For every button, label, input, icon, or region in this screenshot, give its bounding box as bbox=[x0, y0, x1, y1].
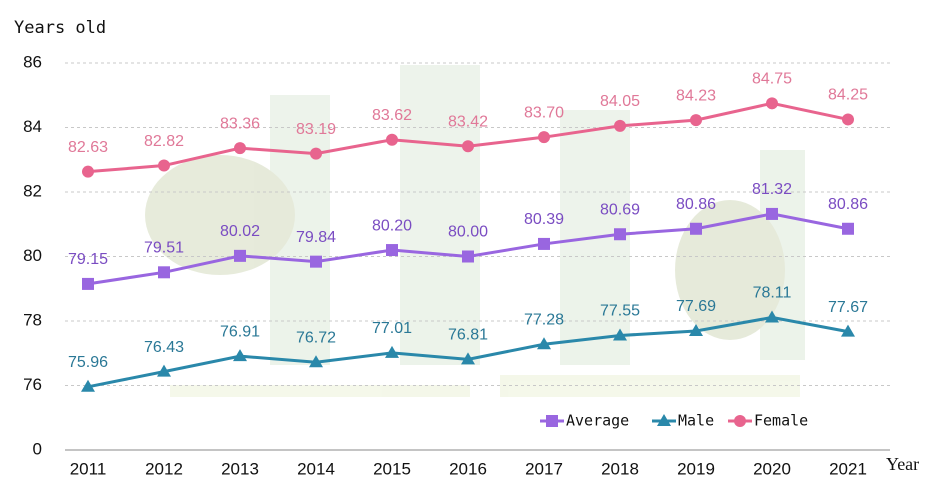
x-tick-label: 2016 bbox=[449, 459, 487, 478]
data-point bbox=[157, 364, 171, 377]
data-label: 76.91 bbox=[220, 323, 260, 340]
data-label: 84.25 bbox=[828, 87, 868, 104]
x-tick-label: 2011 bbox=[70, 459, 107, 478]
data-label: 77.28 bbox=[524, 311, 564, 328]
data-label: 80.86 bbox=[676, 196, 716, 213]
data-label: 77.55 bbox=[600, 303, 640, 320]
data-label: 80.20 bbox=[372, 217, 412, 234]
data-label: 77.69 bbox=[676, 298, 716, 315]
x-tick-label: 2017 bbox=[525, 459, 563, 478]
data-point bbox=[613, 328, 627, 341]
x-tick-label: 2018 bbox=[601, 459, 639, 478]
data-label: 77.01 bbox=[372, 320, 412, 337]
y-axis-label: Years old bbox=[14, 18, 106, 38]
y-tick-label: 80 bbox=[23, 246, 42, 265]
legend-label: Average bbox=[566, 412, 629, 430]
data-point bbox=[842, 113, 854, 126]
data-label: 84.05 bbox=[600, 93, 640, 110]
y-tick-label: 82 bbox=[23, 181, 42, 200]
data-point bbox=[766, 97, 778, 110]
y-tick-label: 78 bbox=[23, 310, 42, 329]
data-label: 80.69 bbox=[600, 201, 640, 218]
data-point bbox=[234, 249, 246, 262]
legend-label: Male bbox=[678, 412, 714, 430]
data-point bbox=[690, 222, 702, 235]
data-label: 83.36 bbox=[220, 115, 260, 132]
data-point bbox=[690, 114, 702, 127]
data-point bbox=[841, 324, 855, 337]
data-point bbox=[82, 165, 94, 178]
data-label: 75.96 bbox=[68, 354, 108, 371]
data-label: 83.62 bbox=[372, 107, 412, 124]
data-point bbox=[158, 159, 170, 172]
data-point bbox=[309, 355, 323, 368]
data-point bbox=[842, 222, 854, 235]
y-tick-label: 86 bbox=[23, 52, 42, 71]
data-label: 78.11 bbox=[753, 285, 792, 302]
legend-label: Female bbox=[754, 412, 808, 430]
y-tick-label: 84 bbox=[23, 117, 42, 136]
data-label: 81.32 bbox=[752, 181, 792, 198]
data-point bbox=[310, 255, 322, 268]
x-tick-label: 2014 bbox=[297, 459, 335, 478]
data-label: 77.67 bbox=[828, 299, 868, 316]
x-tick-label: 2015 bbox=[373, 459, 411, 478]
data-label: 79.51 bbox=[144, 240, 184, 257]
data-label: 76.72 bbox=[296, 329, 336, 346]
x-tick-label: 2019 bbox=[677, 459, 715, 478]
data-point bbox=[462, 250, 474, 263]
data-point bbox=[461, 352, 475, 365]
data-label: 80.00 bbox=[448, 224, 488, 241]
data-point bbox=[537, 337, 551, 350]
legend-marker bbox=[734, 415, 746, 427]
data-point bbox=[614, 228, 626, 241]
data-label: 84.75 bbox=[752, 71, 792, 88]
data-label: 80.39 bbox=[524, 211, 564, 228]
data-label: 84.23 bbox=[676, 87, 716, 104]
legend-marker bbox=[657, 414, 671, 426]
data-label: 80.86 bbox=[828, 196, 868, 213]
data-point bbox=[158, 266, 170, 279]
data-point bbox=[234, 142, 246, 155]
data-point bbox=[765, 310, 779, 323]
data-point bbox=[82, 277, 94, 290]
data-label: 83.19 bbox=[296, 121, 336, 138]
data-point bbox=[614, 119, 626, 132]
data-label: 83.42 bbox=[448, 113, 488, 130]
data-label: 79.84 bbox=[296, 229, 336, 246]
data-point bbox=[386, 244, 398, 257]
data-point bbox=[310, 147, 322, 160]
data-point bbox=[385, 345, 399, 358]
x-tick-label: 2012 bbox=[145, 459, 183, 478]
data-point bbox=[233, 349, 247, 362]
data-label: 79.15 bbox=[68, 251, 108, 268]
x-tick-label: 2020 bbox=[753, 459, 791, 478]
background-illustration bbox=[145, 65, 805, 397]
data-label: 76.43 bbox=[144, 339, 184, 356]
y-tick-label: 76 bbox=[23, 375, 42, 394]
x-tick-label: 2013 bbox=[221, 459, 259, 478]
y-tick-label: 0 bbox=[33, 439, 42, 458]
data-point bbox=[689, 323, 703, 336]
x-axis-label: Year bbox=[886, 454, 919, 474]
data-point bbox=[538, 131, 550, 144]
data-point bbox=[538, 237, 550, 250]
data-point bbox=[386, 133, 398, 146]
x-tick-label: 2021 bbox=[829, 459, 867, 478]
data-label: 82.63 bbox=[68, 139, 108, 156]
data-label: 83.70 bbox=[524, 104, 564, 121]
data-label: 76.81 bbox=[448, 327, 488, 344]
data-label: 80.02 bbox=[220, 223, 260, 240]
data-point bbox=[81, 379, 95, 392]
data-point bbox=[462, 140, 474, 153]
data-point bbox=[766, 207, 778, 220]
data-label: 82.82 bbox=[144, 133, 184, 150]
legend-marker bbox=[546, 415, 558, 427]
